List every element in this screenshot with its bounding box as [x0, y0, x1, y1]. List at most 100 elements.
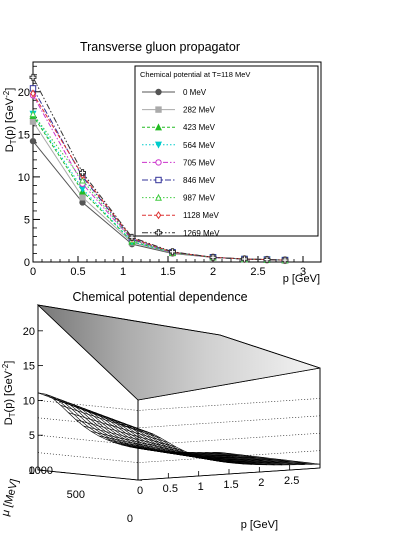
z-tick-label: 10	[23, 395, 35, 407]
front-box-edges	[37, 304, 321, 470]
data-point	[128, 233, 136, 241]
data-point	[78, 176, 87, 184]
top-series-group	[29, 73, 289, 265]
data-point	[209, 253, 217, 261]
top-x-tick-label: 3	[300, 266, 306, 278]
top-y-tick-label: 5	[24, 214, 30, 226]
data-point	[30, 89, 36, 98]
mesh-line-mu	[166, 451, 267, 466]
top-y-tick-label: 0	[24, 257, 30, 269]
mesh-line-mu	[159, 450, 260, 466]
legend-label: 564 MeV	[183, 141, 216, 150]
wall-gridline	[37, 415, 321, 429]
data-point	[169, 248, 176, 256]
legend-label: 846 MeV	[183, 176, 216, 185]
legend-marker	[155, 159, 162, 166]
data-point	[281, 256, 289, 264]
z-axis: 0 5 10 15 20	[23, 326, 43, 477]
top-x-tick-label: 0	[30, 266, 36, 278]
legend-label: 987 MeV	[183, 194, 216, 203]
legend-marker	[155, 176, 162, 184]
mesh-line-mu	[68, 412, 169, 443]
mu-axis: 0 500 1000	[29, 465, 143, 525]
legend-label: 1269 MeV	[183, 229, 220, 238]
mesh-line-mu	[53, 398, 154, 435]
mu-axis-label: μ [MeV]	[0, 478, 21, 518]
top-x-tick-label: 2.5	[250, 266, 265, 278]
legend-entry: 987 MeV	[142, 194, 216, 203]
propagator-line-chart: Transverse gluon propagator 0 0.5 1 1.5 2 2.5…	[2, 40, 322, 285]
legend-marker	[155, 106, 162, 113]
p-tick-label: 1	[198, 481, 204, 493]
top-x-tick-label: 1	[120, 266, 126, 278]
mesh-line-mu	[151, 449, 252, 465]
wall-gridline	[37, 450, 321, 463]
mesh-line-mu	[37, 392, 139, 431]
top-chart-title: Transverse gluon propagator	[80, 40, 240, 54]
series-line	[32, 113, 286, 261]
mesh-line-mu	[189, 452, 290, 466]
mesh-line-mu	[212, 452, 313, 465]
legend-entry: 1128 MeV	[142, 211, 220, 220]
top-y-axis-label: DT(p) [GeV-2]	[2, 88, 18, 153]
z-tick-label: 5	[29, 430, 35, 442]
z-tick-label: 0	[29, 465, 35, 477]
top-x-axis: 0 0.5 1 1.5 2 2.5 3	[30, 256, 306, 278]
legend-entries: 0 MeV 282 MeV 423 MeV 564 MeV 705 MeV 846 MeV…	[142, 88, 220, 238]
legend: Chemical potential at T=118 MeV 0 MeV 282…	[134, 65, 319, 238]
legend-marker	[154, 141, 163, 149]
legend-entry: 0 MeV	[142, 88, 207, 97]
legend-marker	[155, 211, 162, 220]
data-point	[79, 194, 86, 201]
mu-tick-label: 500	[67, 489, 85, 501]
mesh-line-mu	[83, 425, 184, 451]
mesh-line-mu	[204, 452, 305, 465]
mesh-line-mu	[174, 451, 275, 466]
series-line	[32, 115, 286, 261]
legend-marker	[154, 123, 163, 131]
z-axis-label: DT(p) [GeV-2]	[1, 361, 17, 426]
legend-entry: 1269 MeV	[142, 229, 220, 238]
data-point	[79, 169, 86, 177]
mesh-line-mu	[219, 452, 321, 465]
surface-mesh	[37, 392, 321, 466]
mesh-line-mu	[75, 419, 176, 448]
wall-gridline	[37, 432, 321, 446]
top-x-tick-label: 2	[210, 266, 216, 278]
mesh-line-mu	[60, 405, 161, 439]
mesh-line-mu	[182, 451, 283, 466]
p-axis-label: p [GeV]	[241, 519, 278, 531]
data-point	[29, 73, 37, 81]
top-contour-projection	[36, 304, 321, 401]
top-y-tick-label: 10	[18, 172, 30, 184]
z-tick-label: 20	[23, 326, 35, 338]
data-point	[263, 256, 271, 264]
bottom-chart-title: Chemical potential dependence	[72, 290, 247, 304]
legend-box	[134, 65, 319, 237]
mesh-line-mu	[45, 393, 146, 432]
top-x-tick-label: 1.5	[160, 266, 175, 278]
mesh-line-mu	[91, 431, 192, 455]
legend-entry: 564 MeV	[142, 141, 216, 150]
p-tick-label: 2	[258, 477, 264, 489]
legend-entry: 423 MeV	[142, 123, 216, 132]
legend-entry: 846 MeV	[142, 176, 216, 185]
legend-marker	[155, 229, 162, 237]
legend-marker	[155, 88, 162, 96]
mu-tick-label: 1000	[29, 465, 53, 477]
p-tick-label: 0.5	[163, 483, 178, 495]
mesh-line-mu	[197, 452, 298, 466]
legend-label: 423 MeV	[183, 123, 216, 132]
p-tick-label: 0	[137, 485, 143, 497]
series-line	[32, 77, 286, 261]
top-y-tick-label: 15	[18, 129, 30, 141]
p-tick-label: 1.5	[223, 479, 238, 491]
top-y-tick-label: 20	[18, 87, 30, 99]
legend-label: 282 MeV	[183, 106, 216, 115]
top-x-tick-label: 0.5	[70, 266, 85, 278]
legend-entry: 282 MeV	[142, 106, 216, 115]
series-1269-mev	[29, 73, 289, 264]
floor-edges	[37, 467, 321, 481]
